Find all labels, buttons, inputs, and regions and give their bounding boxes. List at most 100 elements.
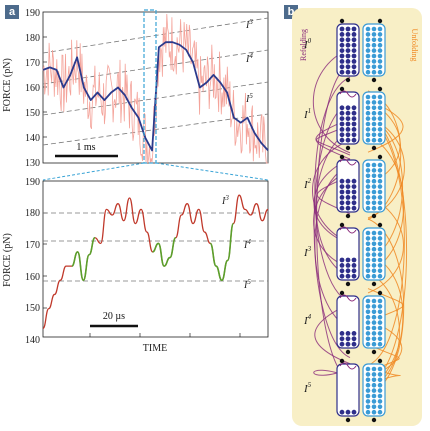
linker-dot	[377, 222, 383, 228]
light-bead	[377, 121, 383, 127]
unfolded-strand	[339, 158, 357, 166]
dark-bead	[351, 341, 357, 347]
light-bead	[377, 69, 383, 75]
dark-bead	[345, 26, 351, 32]
top-ytick: 160	[25, 83, 40, 94]
dark-bead	[351, 26, 357, 32]
light-bead	[365, 100, 371, 105]
light-bead	[377, 263, 383, 268]
light-bead	[365, 268, 371, 274]
light-bead	[371, 372, 377, 377]
light-bead	[371, 105, 377, 111]
light-bead	[377, 336, 383, 342]
linker-dot	[345, 145, 351, 151]
light-bead	[371, 200, 377, 206]
unfolded-strand	[339, 294, 357, 302]
light-bead	[377, 64, 383, 70]
light-bead	[371, 382, 377, 388]
light-bead	[365, 336, 371, 342]
light-bead	[377, 273, 383, 279]
bottom-ytick: 160	[25, 272, 40, 283]
linker-dot	[339, 290, 345, 296]
light-bead	[365, 325, 371, 331]
bottom-scale-label: 20 µs	[103, 311, 125, 322]
light-bead	[377, 59, 383, 64]
light-bead	[377, 331, 383, 336]
bottom-plot: FORCE (pN) 190 180 170 160 150 140 I3 I4…	[2, 177, 269, 354]
domain-pair-5	[336, 358, 386, 423]
light-bead	[365, 116, 371, 121]
light-bead	[377, 404, 383, 410]
light-bead	[377, 200, 383, 206]
light-bead	[371, 331, 377, 336]
bottom-highlight-2	[209, 222, 235, 282]
dark-bead	[351, 69, 357, 75]
dark-bead	[345, 184, 351, 190]
dark-bead	[351, 336, 357, 342]
dark-bead	[351, 178, 357, 184]
zoom-box	[143, 9, 157, 164]
dark-bead	[351, 263, 357, 268]
state-label-i5: I5	[303, 381, 312, 395]
dark-bead	[351, 48, 357, 53]
dark-bead	[351, 189, 357, 195]
dark-bead	[339, 341, 345, 347]
dark-bead	[345, 268, 351, 274]
light-bead	[377, 393, 383, 399]
dark-bead	[339, 137, 345, 143]
dark-bead	[351, 37, 357, 43]
light-bead	[365, 366, 371, 372]
light-bead	[365, 184, 371, 189]
unfolded-strand	[339, 362, 357, 370]
light-bead	[377, 162, 383, 168]
light-bead	[371, 325, 377, 331]
bottom-plot-frame	[42, 180, 269, 338]
domain-pair-4	[336, 290, 386, 355]
dark-bead	[345, 189, 351, 195]
dark-bead	[339, 32, 345, 37]
dark-bead	[351, 32, 357, 37]
dark-bead	[345, 137, 351, 143]
dark-bead	[345, 48, 351, 53]
dark-bead	[345, 132, 351, 138]
light-bead	[377, 37, 383, 43]
light-bead	[365, 304, 371, 309]
light-bead	[371, 184, 377, 189]
light-bead	[365, 110, 371, 116]
bottom-ytick: 180	[25, 208, 40, 219]
bottom-highlight-1	[152, 236, 177, 267]
light-bead	[377, 116, 383, 121]
light-bead	[365, 372, 371, 377]
dark-bead	[345, 32, 351, 37]
dark-bead	[351, 105, 357, 111]
light-bead	[371, 42, 377, 48]
light-bead	[365, 399, 371, 404]
dark-bead	[345, 200, 351, 206]
light-bead	[365, 189, 371, 195]
dark-bead	[345, 331, 351, 336]
dark-bead	[345, 42, 351, 48]
light-bead	[365, 178, 371, 184]
top-ylabel: FORCE (pN)	[2, 58, 13, 112]
top-ytick: 190	[25, 8, 40, 19]
dark-bead	[351, 137, 357, 143]
light-bead	[365, 320, 371, 325]
dark-bead	[351, 53, 357, 59]
dark-bead	[345, 336, 351, 342]
light-bead	[377, 377, 383, 383]
top-level-label-i4: I4	[245, 52, 253, 65]
light-bead	[365, 252, 371, 257]
bottom-ytick: 140	[25, 335, 40, 346]
light-bead	[365, 393, 371, 399]
dark-bead	[345, 126, 351, 132]
light-bead	[371, 263, 377, 268]
light-bead	[371, 173, 377, 179]
light-bead	[365, 37, 371, 43]
light-bead	[371, 162, 377, 168]
dark-bead	[339, 273, 345, 279]
linker-dot	[377, 290, 383, 296]
dark-bead	[339, 184, 345, 190]
light-bead	[371, 409, 377, 415]
light-bead	[377, 26, 383, 32]
light-bead	[377, 314, 383, 320]
